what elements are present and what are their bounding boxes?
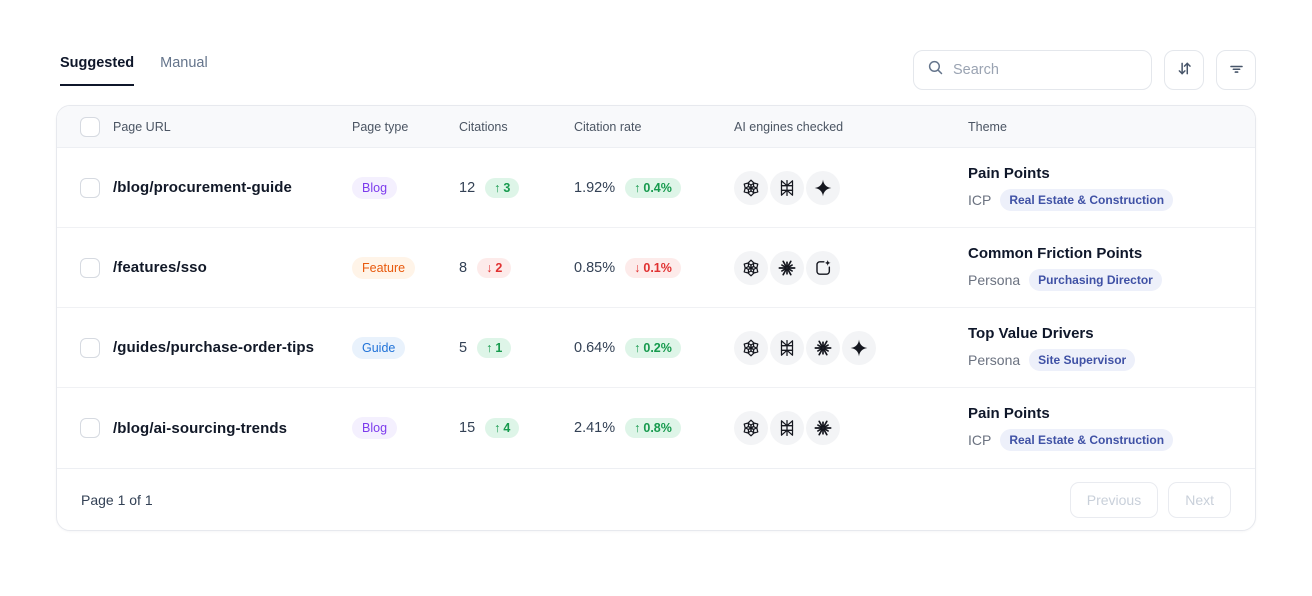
citation-rate-delta-pill: ↑ 0.4% (625, 177, 681, 198)
column-header-page-type: Page type (352, 119, 409, 134)
perplexity-icon (770, 330, 804, 365)
next-button[interactable]: Next (1168, 481, 1231, 518)
claude-icon (806, 411, 840, 445)
theme-title: Pain Points (968, 164, 1050, 182)
theme-cell: Pain Points ICP Real Estate & Constructi… (968, 405, 1255, 451)
citation-rate: 0.64% (574, 339, 616, 356)
citations-table-card: Page URL Page type Citations Citation ra… (56, 105, 1256, 531)
trend-arrow-icon: ↑ (486, 340, 493, 355)
citation-rate-delta-pill: ↑ 0.8% (625, 418, 681, 438)
theme-cell: Pain Points ICP Real Estate & Constructi… (968, 165, 1255, 211)
search-input[interactable] (953, 62, 1138, 78)
citation-rate-delta-pill: ↓ 0.1% (625, 257, 681, 278)
theme-target-label: Persona (968, 271, 1021, 288)
theme-title: Top Value Drivers (968, 324, 1094, 342)
row-checkbox[interactable] (80, 177, 100, 198)
trend-arrow-icon: ↓ (486, 260, 493, 275)
column-header-theme: Theme (968, 119, 1007, 134)
page-url: /blog/ai-sourcing-trends (113, 419, 288, 437)
table-row[interactable]: /guides/purchase-order-tips Guide 5 ↑ 1 0… (57, 308, 1255, 388)
theme-badge: Real Estate & Construction (1000, 429, 1174, 451)
citations-delta-pill: ↑ 3 (485, 177, 520, 198)
theme-title: Common Friction Points (968, 244, 1143, 262)
page-url: /guides/purchase-order-tips (113, 339, 315, 356)
trend-arrow-icon: ↑ (634, 180, 641, 195)
chatgpt-icon (734, 170, 768, 205)
gemini-icon (842, 330, 876, 365)
claude-icon (770, 250, 804, 285)
ai-overviews-icon (806, 250, 840, 285)
trend-arrow-icon: ↑ (494, 180, 501, 195)
table-row[interactable]: /blog/ai-sourcing-trends Blog 15 ↑ 4 2.41… (57, 388, 1255, 468)
trend-arrow-icon: ↑ (634, 421, 641, 435)
chatgpt-icon (734, 250, 768, 285)
tab-suggested[interactable]: Suggested (60, 55, 135, 86)
tab-list: Suggested Manual (56, 55, 208, 86)
citations-count: 5 (459, 339, 468, 356)
claude-icon (806, 330, 840, 365)
table-row[interactable]: /features/sso Feature 8 ↓ 2 0.85% ↓ 0.1% C… (57, 228, 1255, 308)
theme-title: Pain Points (968, 405, 1050, 422)
top-bar: Suggested Manual (0, 0, 1312, 90)
column-header-ai-engines: AI engines checked (734, 119, 844, 134)
column-header-page-url: Page URL (113, 119, 171, 134)
gemini-icon (806, 170, 840, 205)
page-type-badge: Blog (352, 176, 398, 199)
sort-button[interactable] (1164, 50, 1204, 90)
citations-delta-pill: ↓ 2 (477, 257, 512, 278)
page-type-badge: Blog (352, 417, 398, 439)
chatgpt-icon (734, 330, 768, 365)
theme-cell: Top Value Drivers Persona Site Superviso… (968, 325, 1255, 371)
theme-badge: Site Supervisor (1029, 348, 1136, 371)
column-header-citation-rate: Citation rate (574, 119, 642, 134)
theme-cell: Common Friction Points Persona Purchasin… (968, 245, 1255, 291)
page-type-badge: Guide (352, 336, 406, 359)
filter-lines-icon (1227, 59, 1246, 81)
row-checkbox[interactable] (80, 257, 100, 278)
citations-count: 12 (459, 179, 476, 196)
tab-manual[interactable]: Manual (160, 54, 208, 71)
search-icon (927, 59, 944, 81)
select-all-checkbox[interactable] (80, 116, 100, 137)
theme-target-label: ICP (968, 191, 992, 208)
page-url: /features/sso (113, 259, 207, 276)
previous-button[interactable]: Previous (1069, 481, 1159, 518)
theme-badge: Purchasing Director (1029, 268, 1162, 291)
citation-rate: 0.85% (574, 259, 616, 276)
ai-engines-list (734, 330, 968, 365)
page-info: Page 1 of 1 (81, 491, 153, 508)
row-checkbox[interactable] (80, 337, 100, 358)
table-header-row: Page URL Page type Citations Citation ra… (57, 106, 1255, 148)
search-box[interactable] (913, 50, 1152, 90)
citations-delta-pill: ↑ 1 (477, 337, 512, 358)
ai-engines-list (734, 411, 968, 445)
theme-target-label: ICP (968, 432, 992, 448)
citations-count: 15 (459, 420, 476, 436)
table-row[interactable]: /blog/procurement-guide Blog 12 ↑ 3 1.92%… (57, 148, 1255, 228)
trend-arrow-icon: ↓ (634, 260, 641, 275)
theme-badge: Real Estate & Construction (1000, 188, 1174, 211)
page-type-badge: Feature (352, 256, 416, 279)
column-header-citations: Citations (459, 119, 508, 134)
citations-count: 8 (459, 259, 468, 276)
citation-rate: 1.92% (574, 179, 616, 196)
ai-engines-list (734, 170, 968, 205)
sort-arrows-icon (1175, 59, 1194, 81)
row-checkbox[interactable] (80, 418, 100, 438)
citation-rate: 2.41% (574, 420, 616, 436)
chatgpt-icon (734, 411, 768, 445)
filter-button[interactable] (1216, 50, 1256, 90)
trend-arrow-icon: ↑ (494, 421, 501, 435)
citations-delta-pill: ↑ 4 (485, 418, 520, 438)
perplexity-icon (770, 411, 804, 445)
theme-target-label: Persona (968, 351, 1021, 368)
table-footer: Page 1 of 1 Previous Next (57, 468, 1255, 530)
citation-rate-delta-pill: ↑ 0.2% (625, 337, 681, 358)
toolbar (913, 50, 1256, 90)
ai-engines-list (734, 250, 968, 285)
perplexity-icon (770, 170, 804, 205)
trend-arrow-icon: ↑ (634, 340, 641, 355)
page-url: /blog/procurement-guide (113, 179, 292, 196)
